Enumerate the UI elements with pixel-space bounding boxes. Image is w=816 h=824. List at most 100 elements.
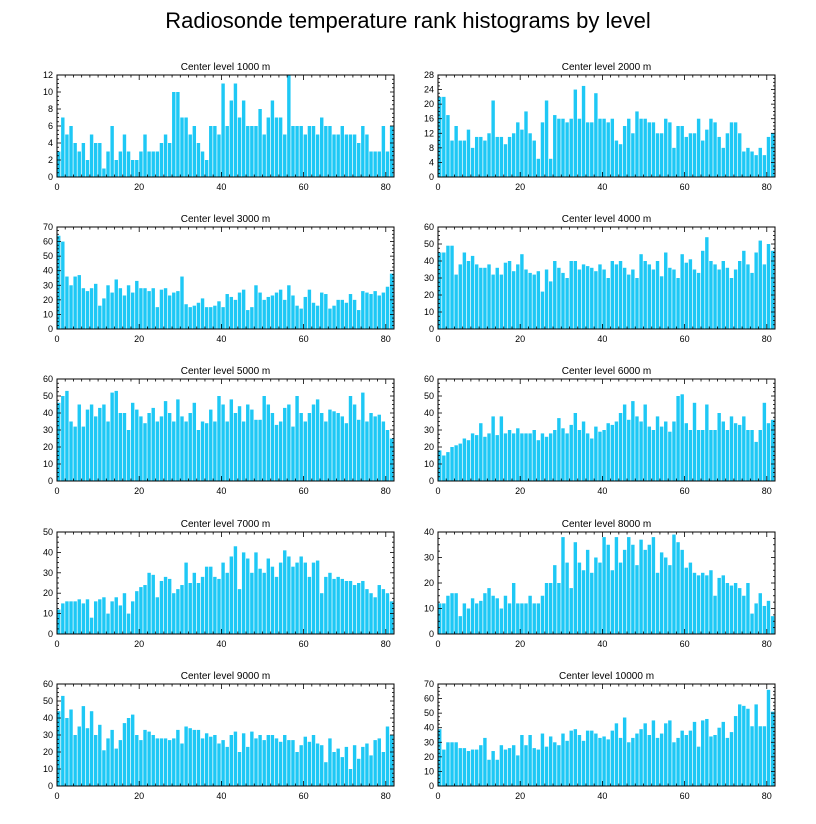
histogram-bar [180, 585, 184, 634]
histogram-bar [610, 261, 615, 329]
histogram-bar [713, 595, 717, 634]
histogram-bar [594, 733, 598, 786]
histogram-bar [270, 566, 275, 634]
histogram-bar [622, 267, 627, 329]
histogram-bar [639, 729, 643, 786]
histogram-bar [503, 144, 508, 177]
histogram-bar [73, 601, 77, 634]
histogram-bar [536, 158, 541, 177]
histogram-bar [701, 430, 705, 481]
histogram-bar [250, 307, 254, 329]
y-tick-label: 20 [424, 290, 434, 300]
histogram-bar [299, 308, 303, 329]
histogram-bar [655, 572, 660, 634]
histogram-bar [606, 544, 610, 634]
histogram-bar [684, 262, 688, 329]
y-tick-label: 40 [424, 527, 434, 537]
histogram-bar [643, 549, 647, 634]
histogram-bar [717, 136, 721, 177]
histogram-bar [291, 295, 295, 329]
histogram-bar [692, 133, 697, 177]
x-tick-label: 60 [299, 182, 309, 192]
histogram-bar [643, 261, 647, 329]
histogram-bar [705, 575, 709, 634]
histogram-bar [139, 587, 143, 634]
panel-6: Center level 6000 m 0 10 20 30 40 50 60 0 20 40 60 8… [424, 366, 776, 496]
histogram-bar [373, 291, 377, 329]
histogram-bar [577, 430, 582, 481]
histogram-bar [89, 617, 94, 634]
histogram-bar [163, 401, 168, 481]
histogram-bar [221, 404, 225, 481]
histogram-bar [311, 126, 316, 177]
y-tick-label: 0 [429, 324, 434, 334]
histogram-bar [61, 603, 65, 634]
histogram-bar [536, 603, 541, 634]
histogram-bar [664, 421, 668, 481]
x-tick-label: 40 [216, 334, 226, 344]
histogram-bar [130, 714, 135, 786]
x-tick-label: 0 [54, 639, 59, 649]
histogram-bar [159, 416, 164, 481]
histogram-bar [369, 755, 373, 786]
x-tick-label: 20 [134, 486, 144, 496]
histogram-bar [557, 418, 561, 481]
histogram-bar [696, 575, 701, 634]
histogram-bar [126, 613, 131, 634]
histogram-bar [246, 558, 250, 634]
x-tick-label: 60 [299, 334, 309, 344]
histogram-bar [532, 140, 536, 177]
histogram-bar [524, 269, 528, 329]
histogram-bar [442, 252, 446, 329]
histogram-bar [659, 733, 664, 786]
histogram-bar [278, 421, 283, 481]
histogram-bar [544, 100, 549, 177]
panel-title: Center level 4000 m [562, 214, 652, 225]
histogram-bar [365, 589, 369, 634]
histogram-bar [705, 237, 709, 329]
histogram-bar [65, 390, 69, 481]
histogram-bar [283, 299, 287, 329]
histogram-bar [213, 305, 217, 329]
histogram-bar [57, 235, 61, 329]
histogram-bar [622, 126, 627, 177]
histogram-bar [274, 738, 279, 786]
histogram-bar [655, 261, 660, 329]
histogram-bar [548, 158, 553, 177]
histogram-bar [569, 118, 573, 177]
x-tick-label: 40 [216, 639, 226, 649]
histogram-bar [373, 151, 377, 177]
histogram-bar [217, 578, 221, 634]
histogram-bar [188, 307, 192, 329]
histogram-bar [680, 126, 684, 177]
histogram-bar [524, 433, 528, 481]
histogram-bar [516, 603, 520, 634]
histogram-bar [672, 742, 676, 786]
histogram-bar [143, 585, 147, 634]
histogram-bar [328, 572, 332, 634]
histogram-bar [155, 738, 160, 786]
y-tick-label: 40 [424, 256, 434, 266]
y-tick-label: 10 [43, 87, 53, 97]
histogram-bar [491, 100, 495, 177]
panel-1: Center level 1000 m 0 2 4 6 8 10 12 0 20 40 60 80 [43, 62, 395, 192]
histogram-bar [742, 705, 746, 786]
histogram-bar [520, 254, 524, 329]
histogram-bar [676, 737, 680, 786]
histogram-bar [188, 134, 192, 177]
histogram-bar [369, 151, 373, 177]
histogram-bar [147, 151, 151, 177]
histogram-bar [598, 431, 602, 481]
histogram-bar [348, 769, 353, 786]
x-tick-label: 60 [299, 791, 309, 801]
histogram-bar [557, 118, 561, 177]
y-tick-label: 10 [43, 459, 53, 469]
histogram-bar [93, 735, 98, 786]
histogram-bar [672, 269, 676, 329]
histogram-bar [655, 737, 660, 786]
histogram-bar [770, 711, 775, 786]
histogram-bar [499, 745, 504, 786]
histogram-bar [373, 597, 377, 634]
y-tick-label: 60 [43, 679, 53, 689]
histogram-bar [196, 430, 201, 481]
